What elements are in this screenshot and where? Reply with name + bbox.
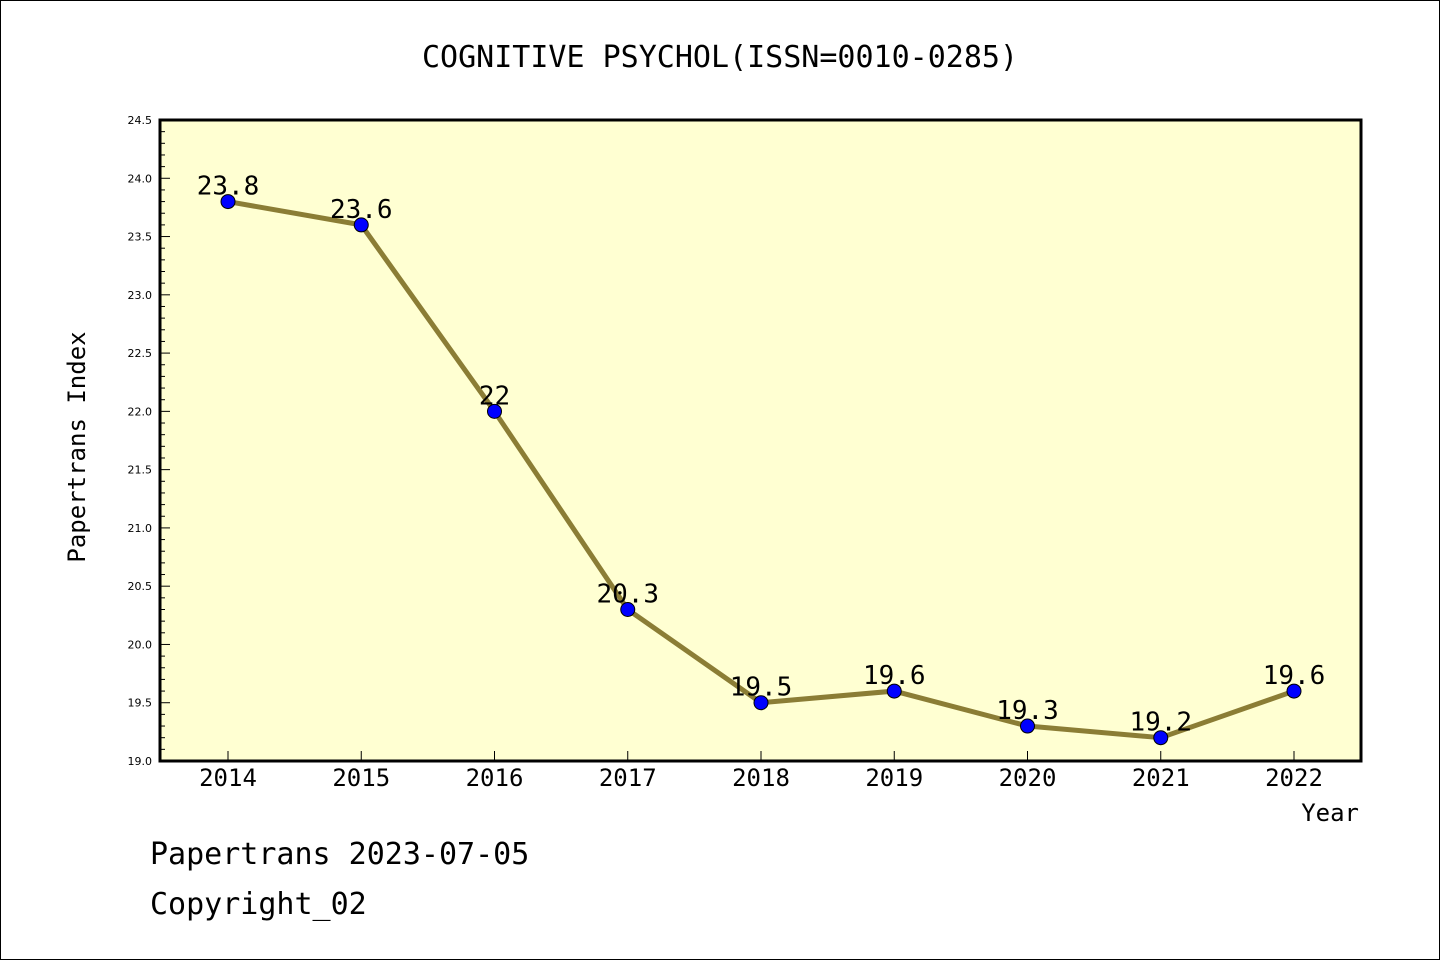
y-tick-label: 22.5 <box>128 347 153 360</box>
y-tick-label: 22.0 <box>128 405 153 418</box>
data-label: 19.3 <box>996 696 1059 726</box>
data-label: 23.8 <box>197 172 260 202</box>
x-tick-label: 2018 <box>732 764 790 792</box>
footer-copyright: Copyright_02 <box>150 887 367 922</box>
x-tick-label: 2014 <box>199 764 257 792</box>
y-tick-label: 20.0 <box>128 638 153 651</box>
footer-date: Papertrans 2023-07-05 <box>150 837 529 872</box>
y-tick-label: 19.0 <box>128 755 153 768</box>
y-tick-label: 19.5 <box>128 697 153 710</box>
y-axis: 19.0 19.5 20.0 20.5 21.0 21.5 22.0 22.5 23.0 23.5… <box>128 114 170 768</box>
y-axis-label: Papertrans Index <box>63 331 91 562</box>
data-label: 19.2 <box>1129 708 1192 738</box>
chart-title: COGNITIVE PSYCHOL(ISSN=0010-0285) <box>422 40 1018 75</box>
data-point <box>1286 683 1302 699</box>
data-label: 23.6 <box>330 195 393 225</box>
x-tick-label: 2022 <box>1265 764 1323 792</box>
data-point <box>1020 718 1035 734</box>
series: 23.8 23.6 22 20.3 19.5 19.6 19.3 19.2 19.6 <box>197 172 1326 746</box>
data-point <box>1153 730 1169 746</box>
y-tick-label: 24.0 <box>128 172 153 185</box>
data-label: 19.6 <box>863 661 926 691</box>
x-tick-label: 2019 <box>865 764 923 792</box>
y-tick-label: 21.5 <box>128 464 153 477</box>
data-label: 20.3 <box>596 579 659 609</box>
x-tick-label: 2017 <box>599 764 657 792</box>
x-axis-label: Year <box>1301 799 1359 827</box>
y-tick-label: 23.0 <box>128 289 153 302</box>
data-point <box>753 695 769 711</box>
data-label: 19.6 <box>1263 661 1326 691</box>
data-label: 22 <box>479 381 510 411</box>
x-tick-label: 2020 <box>999 764 1057 792</box>
y-tick-label: 23.5 <box>128 231 153 244</box>
data-point <box>886 683 902 699</box>
data-point <box>353 217 369 233</box>
data-point <box>220 194 236 210</box>
x-tick-label: 2015 <box>332 764 390 792</box>
plot-border <box>158 118 1363 763</box>
x-tick-label: 2021 <box>1132 764 1190 792</box>
y-tick-label: 21.0 <box>128 522 153 535</box>
y-tick-label: 20.5 <box>128 580 153 593</box>
x-tick-label: 2016 <box>466 764 524 792</box>
data-point <box>487 403 502 419</box>
y-tick-label: 24.5 <box>128 114 153 127</box>
data-point <box>620 601 636 617</box>
x-axis: 2014 2015 2016 2017 2018 2019 2020 2021 2022 <box>199 751 1323 792</box>
data-label: 19.5 <box>730 673 793 703</box>
